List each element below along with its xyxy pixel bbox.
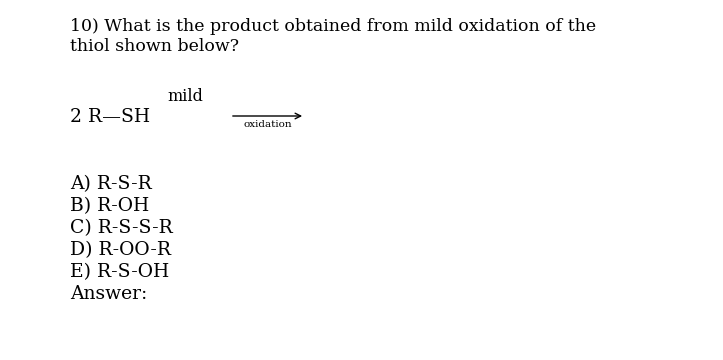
Text: mild: mild <box>167 88 203 105</box>
Text: 2 R—SH: 2 R—SH <box>70 108 150 126</box>
Text: thiol shown below?: thiol shown below? <box>70 38 239 55</box>
Text: D) R-OO-R: D) R-OO-R <box>70 241 171 259</box>
Text: E) R-S-OH: E) R-S-OH <box>70 263 169 281</box>
Text: 10) What is the product obtained from mild oxidation of the: 10) What is the product obtained from mi… <box>70 18 596 35</box>
Text: C) R-S-S-R: C) R-S-S-R <box>70 219 173 237</box>
Text: Answer:: Answer: <box>70 285 147 303</box>
Text: oxidation: oxidation <box>243 120 292 129</box>
Text: A) R-S-R: A) R-S-R <box>70 175 152 193</box>
Text: B) R-OH: B) R-OH <box>70 197 149 215</box>
